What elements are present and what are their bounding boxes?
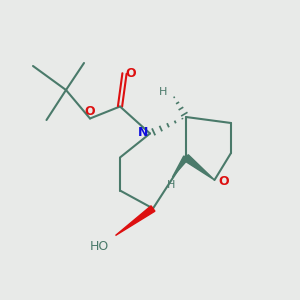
Polygon shape	[172, 156, 188, 177]
Text: O: O	[85, 105, 95, 119]
Text: N: N	[138, 125, 148, 139]
Polygon shape	[184, 155, 214, 180]
Text: O: O	[126, 67, 136, 80]
Text: HO: HO	[89, 239, 109, 253]
Text: H: H	[167, 180, 175, 190]
Polygon shape	[116, 206, 155, 236]
Text: O: O	[219, 175, 230, 188]
Text: H: H	[159, 86, 168, 97]
